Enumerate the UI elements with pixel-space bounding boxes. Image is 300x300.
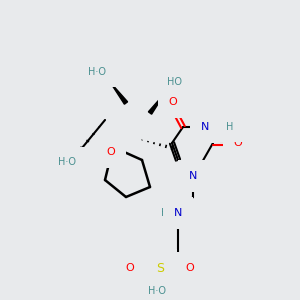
Text: H·O: H·O bbox=[58, 157, 76, 167]
Text: H: H bbox=[160, 208, 168, 218]
Polygon shape bbox=[148, 93, 165, 114]
Text: O: O bbox=[126, 263, 134, 273]
Text: N: N bbox=[174, 208, 182, 218]
Text: H·O: H·O bbox=[148, 286, 166, 296]
Text: O: O bbox=[234, 138, 242, 148]
Text: N: N bbox=[189, 171, 197, 181]
Text: O: O bbox=[106, 147, 116, 157]
Polygon shape bbox=[110, 82, 128, 104]
Text: H: H bbox=[226, 122, 234, 132]
Text: O: O bbox=[169, 97, 177, 107]
Text: S: S bbox=[156, 262, 164, 275]
Text: N: N bbox=[201, 122, 209, 132]
Text: H·O: H·O bbox=[88, 67, 106, 77]
Text: O: O bbox=[186, 263, 194, 273]
Text: HO: HO bbox=[167, 77, 182, 87]
